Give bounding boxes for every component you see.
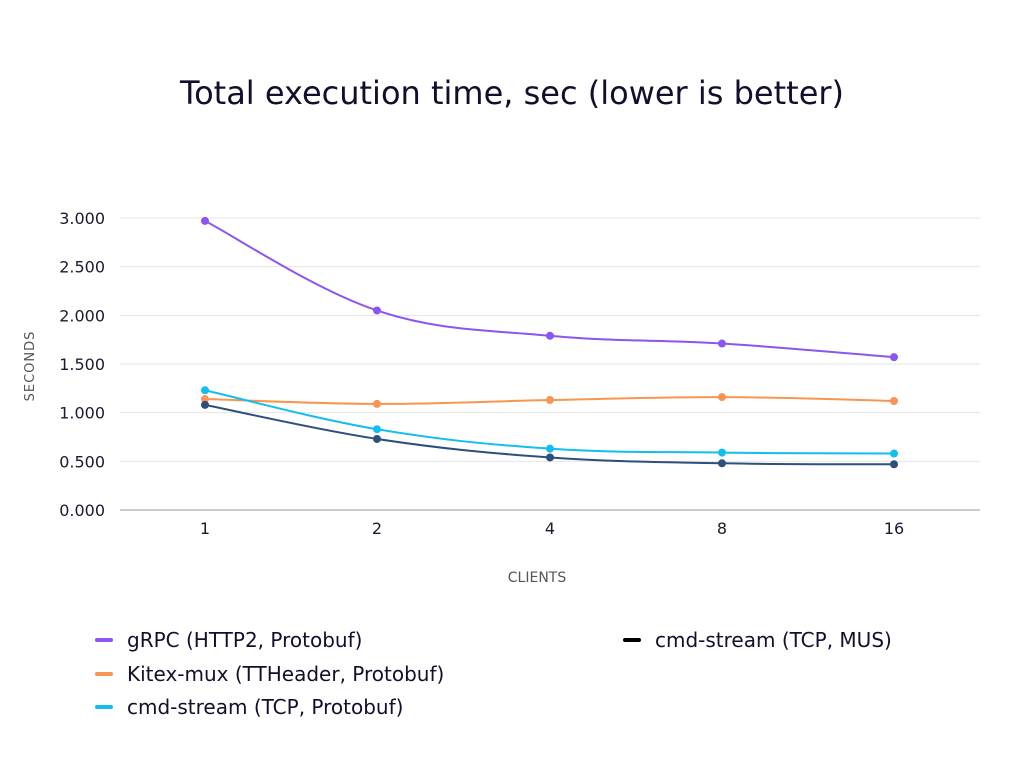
data-point	[546, 331, 554, 340]
y-tick-label: 3.000	[59, 209, 105, 228]
y-tick-label: 1.500	[59, 355, 105, 374]
legend-item: Kitex-mux (TTHeader, Protobuf)	[95, 662, 444, 686]
legend-swatch	[95, 672, 113, 676]
legend-swatch	[95, 705, 113, 709]
grid-lines	[120, 217, 980, 511]
y-tick-label: 2.000	[59, 306, 105, 325]
data-point	[890, 449, 898, 458]
data-point	[201, 386, 209, 395]
x-tick-label: 1	[200, 519, 210, 538]
x-tick-labels: 1 2 4 8 16	[200, 519, 904, 538]
y-tick-label: 0.000	[59, 501, 105, 520]
series-points	[201, 216, 898, 469]
chart-title: Total execution time, sec (lower is bett…	[179, 74, 845, 112]
y-tick-label: 1.000	[59, 404, 105, 423]
data-point	[718, 448, 726, 457]
x-tick-label: 2	[372, 519, 382, 538]
legend-swatch	[95, 638, 113, 642]
data-point	[201, 216, 209, 225]
data-point	[373, 399, 381, 408]
legend-label: cmd-stream (TCP, MUS)	[655, 628, 892, 652]
data-point	[718, 393, 726, 402]
data-point	[201, 400, 209, 409]
y-axis-label: SECONDS	[23, 331, 38, 402]
series-lines	[204, 220, 895, 466]
x-axis-label: CLIENTS	[508, 570, 567, 586]
x-tick-label: 16	[884, 519, 904, 538]
data-point	[718, 339, 726, 348]
data-point	[373, 425, 381, 434]
data-point	[201, 395, 209, 404]
y-tick-labels: 0.000 0.500 1.000 1.500 2.000 2.500 3.000	[59, 209, 105, 520]
data-point	[546, 444, 554, 453]
legend-item: cmd-stream (TCP, Protobuf)	[95, 695, 403, 719]
data-point	[890, 460, 898, 469]
data-point	[718, 459, 726, 468]
legend-item: gRPC (HTTP2, Protobuf)	[95, 628, 362, 652]
x-tick-label: 4	[545, 519, 555, 538]
data-point	[373, 434, 381, 443]
data-point	[546, 396, 554, 405]
data-point	[373, 306, 381, 315]
data-point	[890, 396, 898, 405]
data-point	[546, 453, 554, 462]
legend-label: Kitex-mux (TTHeader, Protobuf)	[127, 662, 445, 686]
legend-label: gRPC (HTTP2, Protobuf)	[127, 628, 363, 652]
x-tick-label: 8	[717, 519, 727, 538]
data-point	[890, 353, 898, 362]
legend-item: cmd-stream (TCP, MUS)	[623, 628, 892, 652]
legend-swatch	[623, 638, 641, 642]
legend-label: cmd-stream (TCP, Protobuf)	[127, 695, 404, 719]
y-tick-label: 2.500	[59, 258, 105, 277]
y-tick-label: 0.500	[59, 452, 105, 471]
